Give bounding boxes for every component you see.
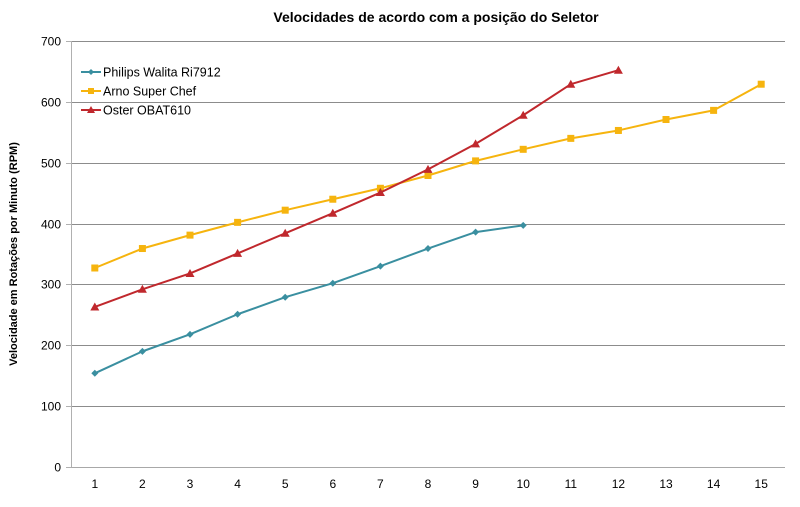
square-marker-icon <box>91 264 99 272</box>
triangle-marker-icon <box>471 139 481 148</box>
y-tick-label: 0 <box>54 461 61 475</box>
square-marker-icon <box>757 80 765 88</box>
triangle-marker-icon <box>423 164 433 173</box>
square-marker-icon <box>567 134 575 142</box>
triangle-marker-icon <box>566 79 576 88</box>
y-tick-label: 500 <box>41 157 61 171</box>
x-tick-label: 3 <box>187 477 194 491</box>
y-tick-label: 700 <box>41 35 61 49</box>
diamond-marker-icon <box>424 245 432 253</box>
x-tick-label: 11 <box>565 477 578 491</box>
triangle-marker-icon <box>185 268 195 277</box>
legend: Philips Walita Ri7912 Arno Super Chef Oste… <box>81 66 221 118</box>
y-tick-label: 600 <box>41 96 61 110</box>
y-tick-label: 300 <box>41 278 61 292</box>
triangle-marker-icon <box>613 65 623 74</box>
triangle-marker-icon <box>90 302 100 311</box>
chart-title: Velocidades de acordo com a posição do S… <box>273 9 599 25</box>
diamond-marker-icon <box>91 369 99 377</box>
x-tick-label: 5 <box>282 477 289 491</box>
legend-label: Oster OBAT610 <box>103 104 191 118</box>
square-marker-icon <box>519 145 527 153</box>
series-line <box>94 69 619 308</box>
square-marker-icon <box>281 206 289 214</box>
square-marker-icon <box>234 218 242 226</box>
y-axis-label: Velocidade em Rotações por Minuto (RPM) <box>8 142 20 366</box>
square-marker-icon <box>472 157 480 165</box>
diamond-marker-icon <box>519 221 527 229</box>
square-marker-icon <box>614 126 622 134</box>
diamond-marker-icon <box>234 310 242 318</box>
triangle-marker-icon <box>375 188 385 197</box>
diamond-marker-icon <box>281 293 289 301</box>
series-arno-super-chef <box>91 80 765 272</box>
square-marker-icon <box>88 88 94 94</box>
x-tick-label: 10 <box>517 477 531 491</box>
diamond-marker-icon <box>88 69 94 75</box>
series-oster-obat610 <box>90 65 623 311</box>
x-tick-label: 15 <box>755 477 769 491</box>
diamond-marker-icon <box>186 330 194 338</box>
legend-label: Arno Super Chef <box>103 85 197 99</box>
diamond-marker-icon <box>472 228 480 236</box>
legend-item: Oster OBAT610 <box>81 104 191 118</box>
square-marker-icon <box>186 231 194 239</box>
square-marker-icon <box>329 195 337 203</box>
y-tick-label: 100 <box>41 400 61 414</box>
x-tick-label: 6 <box>329 477 336 491</box>
triangle-marker-icon <box>137 284 147 293</box>
y-tick-label: 200 <box>41 339 61 353</box>
x-tick-label: 4 <box>234 477 241 491</box>
series-philips-walita-ri7912 <box>91 221 527 377</box>
series-line <box>94 224 524 375</box>
legend-item: Philips Walita Ri7912 <box>81 66 221 80</box>
triangle-marker-icon <box>87 106 95 113</box>
x-tick-label: 14 <box>707 477 721 491</box>
square-marker-icon <box>710 106 718 114</box>
diamond-marker-icon <box>138 347 146 355</box>
square-marker-icon <box>662 116 670 124</box>
x-tick-label: 13 <box>659 477 673 491</box>
x-tick-label: 9 <box>472 477 479 491</box>
legend-label: Philips Walita Ri7912 <box>103 66 221 80</box>
square-marker-icon <box>138 245 146 253</box>
triangle-marker-icon <box>328 208 338 217</box>
series-layer <box>90 65 765 377</box>
x-tick-label: 1 <box>91 477 98 491</box>
triangle-marker-icon <box>518 110 528 119</box>
x-axis-ticks: 1 2 3 4 5 6 7 8 9 10 11 12 13 14 15 <box>91 477 768 491</box>
x-tick-label: 12 <box>612 477 626 491</box>
diamond-marker-icon <box>376 262 384 270</box>
y-tick-label: 400 <box>41 218 61 232</box>
y-axis-ticks: 0 100 200 300 400 500 600 700 <box>41 35 71 475</box>
diamond-marker-icon <box>329 279 337 287</box>
x-tick-label: 7 <box>377 477 384 491</box>
triangle-marker-icon <box>280 228 290 237</box>
square-marker-icon <box>424 171 432 179</box>
gridlines <box>71 41 785 468</box>
triangle-marker-icon <box>233 248 243 257</box>
x-tick-label: 8 <box>425 477 432 491</box>
legend-item: Arno Super Chef <box>81 85 197 99</box>
x-tick-label: 2 <box>139 477 146 491</box>
